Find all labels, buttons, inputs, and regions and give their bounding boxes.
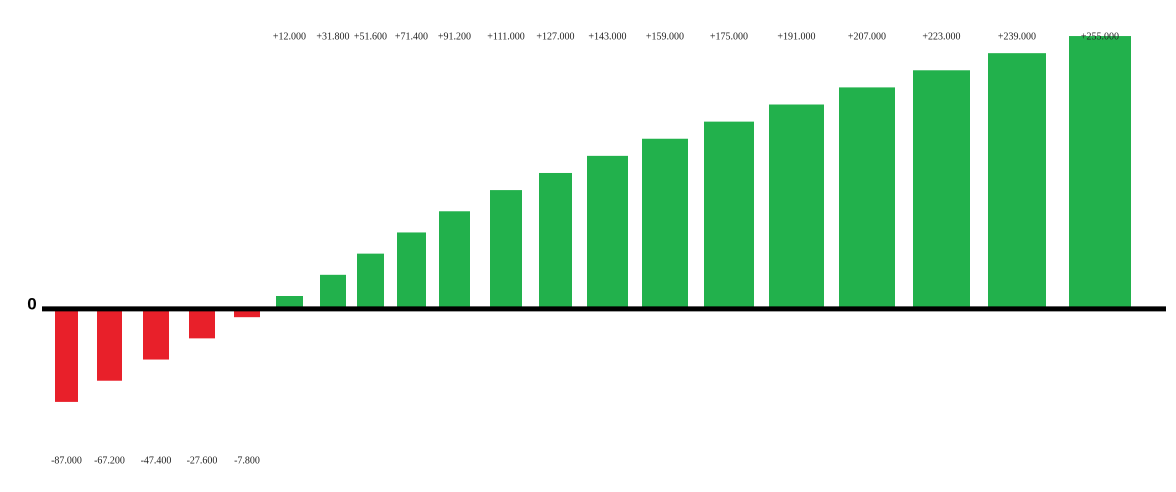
bar (357, 253, 384, 309)
bar (490, 190, 522, 309)
value-label: +207.000 (848, 31, 886, 42)
value-label: +71.400 (395, 31, 428, 42)
value-label: +143.000 (588, 31, 626, 42)
value-label: -67.200 (94, 455, 125, 466)
bar (769, 104, 824, 309)
bar (642, 138, 688, 309)
bar (839, 87, 895, 309)
value-label: -47.400 (141, 455, 172, 466)
value-label: +159.000 (646, 31, 684, 42)
bar (913, 70, 970, 309)
value-label: +223.000 (922, 31, 960, 42)
value-label: +91.200 (438, 31, 471, 42)
value-label: +31.800 (316, 31, 349, 42)
value-label: +111.000 (487, 31, 524, 42)
value-label: +255.000 (1081, 31, 1119, 42)
bar (55, 308, 78, 402)
bar (189, 308, 215, 339)
value-label: -7.800 (234, 455, 260, 466)
value-label: +51.600 (354, 31, 387, 42)
bar (234, 308, 260, 318)
bar (276, 296, 303, 309)
value-label: +127.000 (536, 31, 574, 42)
bar (704, 121, 754, 309)
bar (143, 308, 169, 360)
value-label: +175.000 (710, 31, 748, 42)
bar (1069, 36, 1131, 309)
bar (97, 308, 122, 381)
bar (439, 211, 470, 309)
bar (988, 53, 1046, 309)
value-label: +12.000 (273, 31, 306, 42)
y-tick-label: 0 (27, 294, 36, 313)
value-label: +239.000 (998, 31, 1036, 42)
value-label: -27.600 (187, 455, 218, 466)
value-label: +191.000 (777, 31, 815, 42)
bar (587, 155, 628, 309)
bar (539, 172, 572, 309)
bar (397, 232, 426, 309)
bar (320, 274, 346, 309)
value-label: -87.000 (51, 455, 82, 466)
